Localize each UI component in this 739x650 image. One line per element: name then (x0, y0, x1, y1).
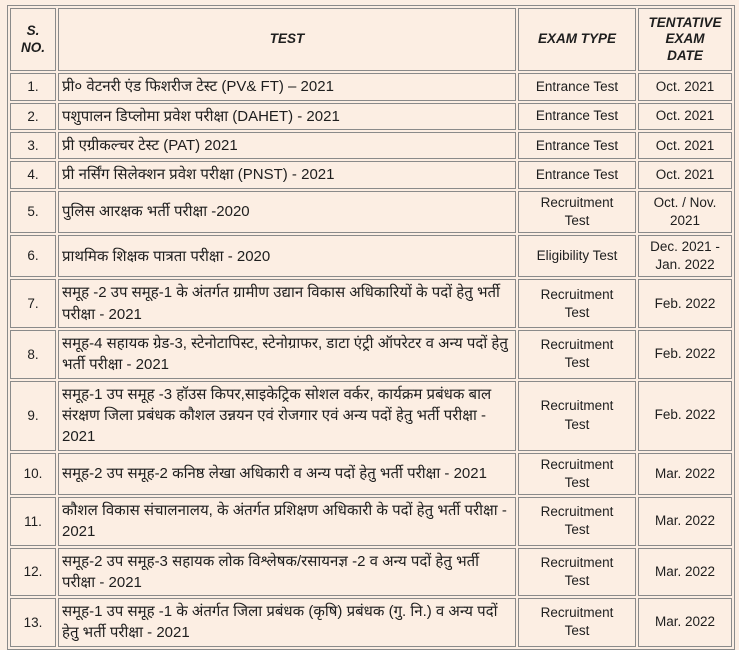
table-row: 2. पशुपालन डिप्लोमा प्रवेश परीक्षा (DAHE… (10, 102, 732, 130)
cell-exam-type: Recruitment Test (518, 496, 636, 546)
cell-serial-number: 2. (10, 102, 56, 130)
table-row: 9. समूह-1 उप समूह -3 हॉउस किपर,साइकेट्रि… (10, 380, 732, 451)
table-row: 3. प्री एग्रीकल्चर टेस्ट (PAT) 2021 Entr… (10, 132, 732, 160)
table-row: 1. प्री० वेटनरी एंड फिशरीज टेस्ट (PV& FT… (10, 73, 732, 101)
cell-test-name: समूह-1 उप समूह -3 हॉउस किपर,साइकेट्रिक स… (58, 380, 516, 451)
table-row: 8. समूह-4 सहायक ग्रेड-3, स्टेनोटापिस्ट, … (10, 330, 732, 379)
cell-exam-type: Entrance Test (518, 102, 636, 130)
cell-exam-type: Entrance Test (518, 161, 636, 189)
cell-exam-type: Recruitment Test (518, 452, 636, 495)
cell-exam-date: Feb. 2022 (638, 279, 732, 329)
cell-test-name: प्री एग्रीकल्चर टेस्ट (PAT) 2021 (58, 132, 516, 160)
cell-exam-type: Recruitment Test (518, 190, 636, 234)
cell-exam-date: Feb. 2022 (638, 330, 732, 379)
cell-test-name: समूह-4 सहायक ग्रेड-3, स्टेनोटापिस्ट, स्ट… (58, 330, 516, 379)
cell-exam-date: Oct. 2021 (638, 102, 732, 130)
cell-exam-date: Mar. 2022 (638, 598, 732, 647)
cell-test-name: कौशल विकास संचालनालय, के अंतर्गत प्रशिक्… (58, 496, 516, 546)
table-row: 13. समूह-1 उप समूह -1 के अंतर्गत जिला प्… (10, 598, 732, 647)
cell-exam-date: Mar. 2022 (638, 452, 732, 495)
cell-exam-date: Mar. 2022 (638, 547, 732, 597)
header-tentative-exam-date: TENTATIVE EXAM DATE (638, 8, 732, 72)
cell-test-name: पुलिस आरक्षक भर्ती परीक्षा -2020 (58, 190, 516, 234)
cell-test-name: प्री० वेटनरी एंड फिशरीज टेस्ट (PV& FT) –… (58, 73, 516, 101)
table-row: 6. प्राथमिक शिक्षक पात्रता परीक्षा - 202… (10, 235, 732, 278)
table-row: 10. समूह-2 उप समूह-2 कनिष्ठ लेखा अधिकारी… (10, 452, 732, 495)
cell-test-name: समूह-1 उप समूह -1 के अंतर्गत जिला प्रबंध… (58, 598, 516, 647)
cell-exam-date: Oct. 2021 (638, 161, 732, 189)
cell-exam-type: Recruitment Test (518, 380, 636, 451)
cell-exam-type: Eligibility Test (518, 235, 636, 278)
cell-serial-number: 3. (10, 132, 56, 160)
cell-serial-number: 8. (10, 330, 56, 379)
cell-exam-type: Recruitment Test (518, 598, 636, 647)
cell-serial-number: 7. (10, 279, 56, 329)
cell-exam-type: Recruitment Test (518, 330, 636, 379)
cell-serial-number: 10. (10, 452, 56, 495)
cell-serial-number: 6. (10, 235, 56, 278)
cell-serial-number: 4. (10, 161, 56, 189)
cell-exam-date: Feb. 2022 (638, 380, 732, 451)
cell-test-name: पशुपालन डिप्लोमा प्रवेश परीक्षा (DAHET) … (58, 102, 516, 130)
cell-exam-type: Entrance Test (518, 132, 636, 160)
table-row: 5. पुलिस आरक्षक भर्ती परीक्षा -2020 Recr… (10, 190, 732, 234)
cell-exam-type: Recruitment Test (518, 279, 636, 329)
table-body: 1. प्री० वेटनरी एंड फिशरीज टेस्ट (PV& FT… (10, 73, 732, 647)
cell-test-name: प्री नर्सिंग सिलेक्शन प्रवेश परीक्षा (PN… (58, 161, 516, 189)
cell-serial-number: 13. (10, 598, 56, 647)
header-row: S. NO. TEST EXAM TYPE TENTATIVE EXAM DAT… (10, 8, 732, 72)
cell-exam-date: Mar. 2022 (638, 496, 732, 546)
table-row: 7. समूह -2 उप समूह-1 के अंतर्गत ग्रामीण … (10, 279, 732, 329)
table-row: 4. प्री नर्सिंग सिलेक्शन प्रवेश परीक्षा … (10, 161, 732, 189)
exam-schedule-table: S. NO. TEST EXAM TYPE TENTATIVE EXAM DAT… (7, 5, 735, 650)
cell-exam-type: Recruitment Test (518, 547, 636, 597)
header-test: TEST (58, 8, 516, 72)
header-serial-number: S. NO. (10, 8, 56, 72)
cell-test-name: समूह -2 उप समूह-1 के अंतर्गत ग्रामीण उद्… (58, 279, 516, 329)
table-header: S. NO. TEST EXAM TYPE TENTATIVE EXAM DAT… (10, 8, 732, 72)
cell-serial-number: 1. (10, 73, 56, 101)
cell-exam-date: Oct. / Nov. 2021 (638, 190, 732, 234)
cell-test-name: समूह-2 उप समूह-2 कनिष्ठ लेखा अधिकारी व अ… (58, 452, 516, 495)
header-exam-type: EXAM TYPE (518, 8, 636, 72)
cell-serial-number: 12. (10, 547, 56, 597)
table-row: 12. समूह-2 उप समूह-3 सहायक लोक विश्लेषक/… (10, 547, 732, 597)
cell-exam-date: Oct. 2021 (638, 73, 732, 101)
table-row: 11. कौशल विकास संचालनालय, के अंतर्गत प्र… (10, 496, 732, 546)
cell-serial-number: 5. (10, 190, 56, 234)
cell-exam-date: Oct. 2021 (638, 132, 732, 160)
cell-serial-number: 9. (10, 380, 56, 451)
cell-serial-number: 11. (10, 496, 56, 546)
cell-test-name: समूह-2 उप समूह-3 सहायक लोक विश्लेषक/रसाय… (58, 547, 516, 597)
cell-exam-type: Entrance Test (518, 73, 636, 101)
cell-test-name: प्राथमिक शिक्षक पात्रता परीक्षा - 2020 (58, 235, 516, 278)
cell-exam-date: Dec. 2021 - Jan. 2022 (638, 235, 732, 278)
